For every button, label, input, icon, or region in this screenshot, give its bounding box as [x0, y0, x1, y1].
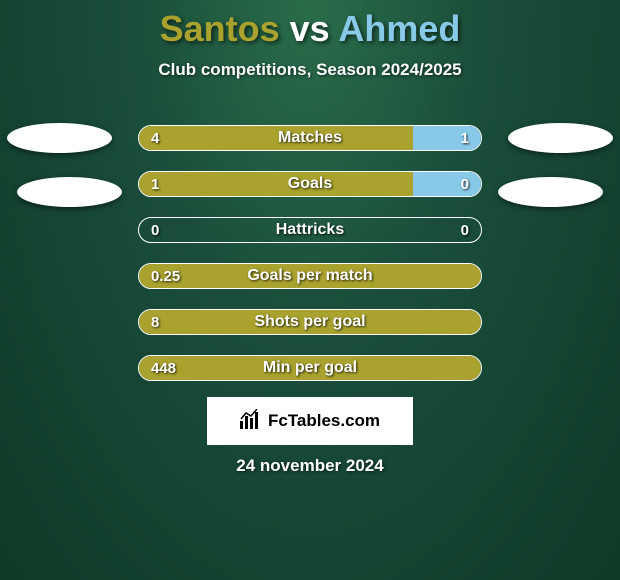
- stat-value-left: 8: [151, 310, 159, 334]
- player-left-name: Santos: [160, 8, 280, 49]
- stat-label: Min per goal: [139, 356, 481, 380]
- fctables-logo: FcTables.com: [207, 397, 413, 445]
- stat-row: Goals1 0: [138, 171, 482, 197]
- chart-icon: [240, 409, 262, 434]
- stat-value-right: 0: [461, 218, 469, 242]
- stat-label: Hattricks: [139, 218, 481, 242]
- stat-label: Goals per match: [139, 264, 481, 288]
- stat-value-right: 1: [461, 126, 469, 150]
- stat-row: Hattricks0 0: [138, 217, 482, 243]
- stat-value-left: 0.25: [151, 264, 180, 288]
- stat-label: Matches: [139, 126, 481, 150]
- player-right-avatar-placeholder: [508, 123, 613, 153]
- stat-value-left: 1: [151, 172, 159, 196]
- stat-value-right: 0: [461, 172, 469, 196]
- stat-row: Shots per goal8: [138, 309, 482, 335]
- stat-row: Goals per match0.25: [138, 263, 482, 289]
- stat-row: Min per goal448: [138, 355, 482, 381]
- player-right-avatar-shadow: [498, 177, 603, 207]
- stat-row: Matches4 1: [138, 125, 482, 151]
- player-right-name: Ahmed: [338, 8, 460, 49]
- subtitle: Club competitions, Season 2024/2025: [0, 60, 620, 80]
- comparison-title: Santos vs Ahmed: [0, 0, 620, 50]
- stat-value-left: 0: [151, 218, 159, 242]
- stat-value-left: 448: [151, 356, 176, 380]
- stat-label: Shots per goal: [139, 310, 481, 334]
- stat-rows: Matches41Goals10Hattricks00Goals per mat…: [138, 125, 482, 401]
- title-vs: vs: [290, 8, 330, 49]
- player-left-avatar-placeholder: [7, 123, 112, 153]
- stat-value-left: 4: [151, 126, 159, 150]
- logo-text: FcTables.com: [268, 411, 380, 431]
- stat-label: Goals: [139, 172, 481, 196]
- player-left-avatar-shadow: [17, 177, 122, 207]
- date: 24 november 2024: [0, 456, 620, 476]
